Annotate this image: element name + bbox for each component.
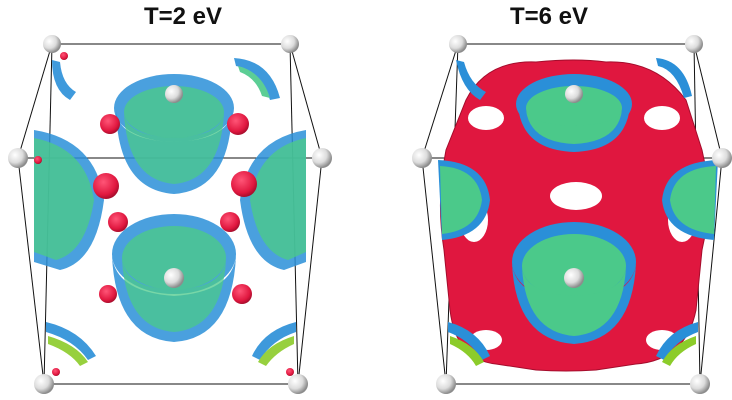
panel-t2: T=2 eV [8,3,332,394]
isosurface-render-t6 [412,35,732,394]
red-pockets [34,52,294,376]
red-network [439,59,709,372]
atoms [412,35,732,394]
side-lobes [34,130,306,270]
atoms [8,35,332,394]
lower-dome [112,214,236,342]
lower-dome [512,222,636,344]
corner-lobes [46,58,296,366]
unit-cell-frame [421,43,723,385]
upper-dome [114,74,234,194]
corner-lobes [448,58,698,366]
panel-t6: T=6 eV [366,0,732,400]
panel-title-t2: T=2 eV [143,3,223,30]
isosurface-render-t2 [8,35,332,394]
upper-dome [516,74,632,152]
panel-title-t6: T=6 eV [509,3,589,30]
side-lobes [438,160,718,240]
